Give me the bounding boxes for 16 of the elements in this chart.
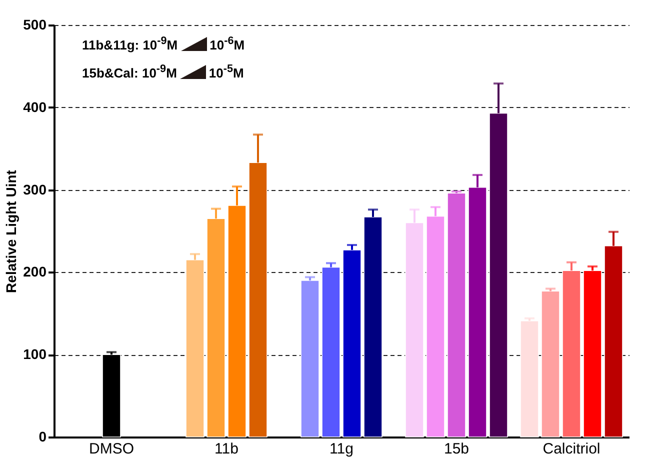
y-tick-label: 400 — [23, 98, 47, 115]
y-axis-title: Relative Light Uint — [3, 170, 20, 293]
y-tick-label: 500 — [23, 16, 47, 32]
x-tick-label: 11g — [330, 440, 354, 457]
y-tick-label: 100 — [23, 346, 47, 362]
annotation: 10$^{-6}$M — [210, 35, 245, 53]
y-tick-label: 0 — [38, 428, 47, 444]
x-tick-label: Calcitriol — [542, 440, 600, 457]
x-tick-label: DMSO — [89, 440, 134, 457]
x-tick-label: 11b — [214, 440, 238, 457]
annotation: 10$^{-5}$M — [208, 63, 244, 81]
annotation: 11b&11g: 10$^{-9}$M — [82, 35, 178, 53]
x-tick-label: 15b — [444, 440, 470, 457]
y-tick-label: 200 — [23, 264, 47, 280]
annotation: 15b&Cal: 10$^{-9}$M — [82, 63, 177, 81]
y-tick-label: 300 — [23, 181, 47, 198]
